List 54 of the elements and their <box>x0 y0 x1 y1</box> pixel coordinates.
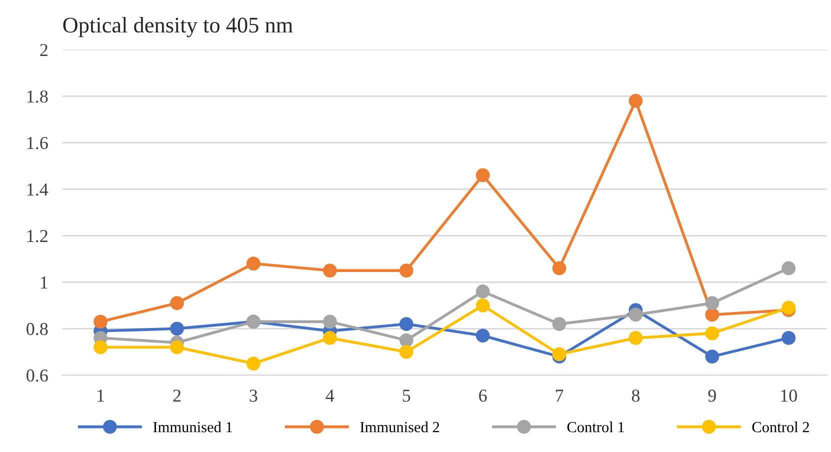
point <box>628 308 643 322</box>
y-tick-label: 1.6 <box>27 137 48 150</box>
y-tick-label: 0.8 <box>26 322 48 336</box>
point <box>170 340 184 354</box>
point <box>628 331 643 345</box>
y-tick-label: 1.4 <box>27 184 48 196</box>
y-tick-label: 0.6 <box>26 369 48 382</box>
y-tick-label: 1.8 <box>27 90 48 103</box>
point <box>322 264 337 278</box>
point <box>782 300 796 315</box>
legend-label: Control 1 <box>567 422 624 432</box>
point <box>476 298 490 312</box>
point <box>246 356 260 370</box>
y-tick-label: 1.2 <box>27 230 48 242</box>
y-tick-label: 1 <box>40 276 48 288</box>
point <box>322 331 337 345</box>
point <box>782 331 796 345</box>
x-tick-label: 2 <box>173 390 181 402</box>
x-tick-label: 8 <box>632 390 640 402</box>
x-tick-label: 4 <box>326 390 334 402</box>
point <box>705 326 720 340</box>
point <box>399 317 414 331</box>
point <box>246 256 260 271</box>
x-tick-label: 1 <box>98 390 104 402</box>
point <box>399 264 414 278</box>
point <box>705 308 720 322</box>
x-tick-label: 6 <box>479 390 487 402</box>
point <box>782 261 796 276</box>
x-tick-label: 3 <box>250 390 258 402</box>
point <box>476 284 490 298</box>
x-tick-label: 7 <box>556 390 564 402</box>
point <box>552 261 566 276</box>
point <box>399 344 414 359</box>
legend-label: Immunised 2 <box>360 422 440 432</box>
point <box>705 350 720 364</box>
point <box>94 314 108 329</box>
x-tick-label: 5 <box>402 390 410 402</box>
legend-label: Control 2 <box>752 422 809 432</box>
point <box>476 168 490 182</box>
point <box>322 314 337 329</box>
x-tick-label: 10 <box>781 390 797 402</box>
chart-title: Optical density to 405 nm <box>63 17 293 38</box>
point <box>94 340 108 354</box>
point <box>705 296 720 310</box>
point <box>476 328 490 343</box>
point <box>628 94 643 108</box>
point <box>552 317 566 331</box>
x-tick-label: 9 <box>708 390 716 402</box>
point <box>170 322 184 336</box>
point <box>552 347 566 362</box>
legend-label: Immunised 1 <box>153 422 232 432</box>
y-tick-label: 2 <box>40 44 48 56</box>
point <box>399 333 414 348</box>
point <box>170 296 184 310</box>
